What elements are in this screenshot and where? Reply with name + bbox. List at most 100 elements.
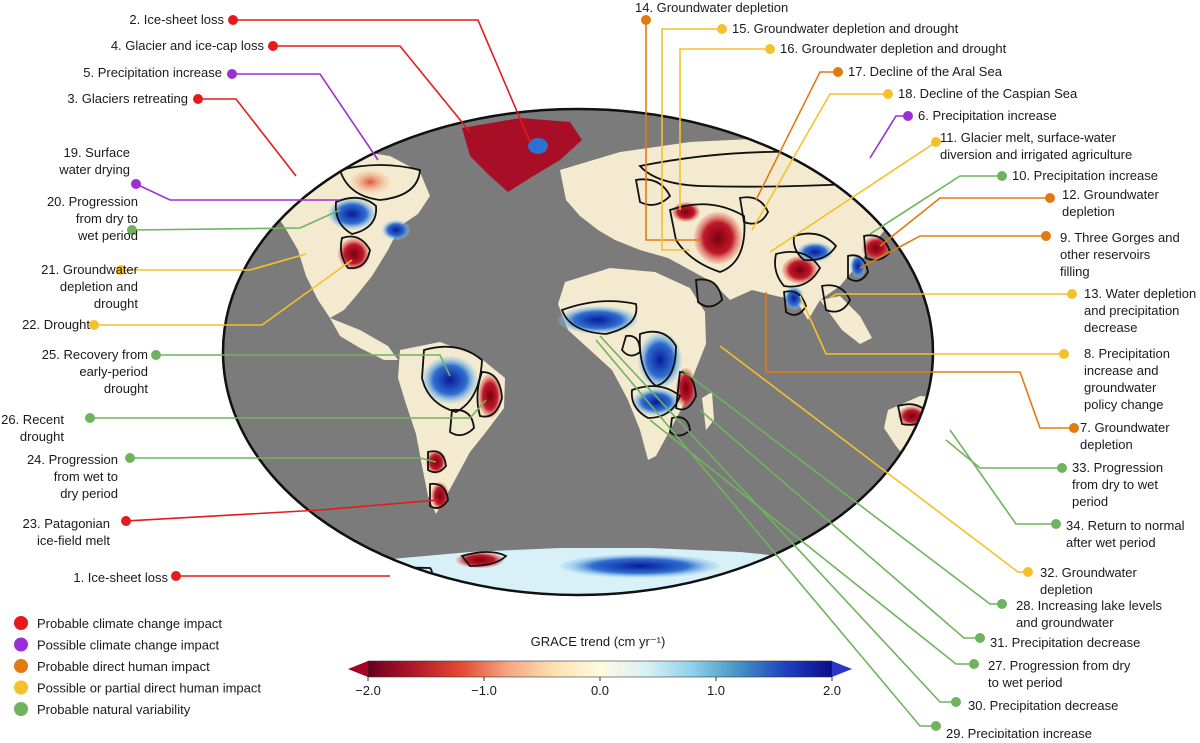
colorbar-arrow-right [832,661,852,677]
anomaly-middle-east [694,212,742,264]
leader-dot-7 [1069,423,1079,433]
annotation-line: after wet period [1066,535,1156,550]
leader-dot-28 [997,599,1007,609]
contour-caspian [738,196,769,225]
annotation-line: 17. Decline of the Aral Sea [848,64,1003,79]
annotation-label-21: 21. Groundwater depletion and drought [41,262,139,311]
legend-swatch-3 [14,680,28,695]
leader-dot-32 [1023,567,1033,577]
annotation-line: 22. Drought [22,317,90,332]
annotation-line: depletion [1062,204,1115,219]
annotation-label-11: 11. Glacier melt, surface-water diversion… [940,130,1132,162]
annotation-label-34: 34. Return to normal after wet period [1066,518,1185,550]
annotation-line: depletion [1040,582,1093,597]
annotation-line: 1. Ice-sheet loss [73,570,168,585]
leader-line-16 [679,48,770,210]
annotation-label-25: 25. Recovery from early-period drought [42,347,149,396]
contour-west-africa-inland [621,334,641,357]
annotation-line: early-period [79,364,148,379]
leader-line-2 [233,19,531,143]
leader-line-5 [232,73,379,161]
annotation-line: increase and [1084,363,1158,378]
leader-dot-31 [975,633,985,643]
annotation-line: 31. Precipitation decrease [990,635,1140,650]
leader-line-26 [90,399,487,419]
annotation-label-23: 23. Patagonian ice-field melt [23,516,111,548]
leader-line-17 [755,71,838,201]
leader-dot-4 [268,41,278,51]
contour-south-india [783,290,807,316]
annotation-line: 4. Glacier and ice-cap loss [111,38,265,53]
annotation-line: 6. Precipitation increase [918,108,1057,123]
annotation-label-15: 15. Groundwater depletion and drought [732,21,959,36]
leader-line-34 [949,429,1056,525]
leader-line-14 [645,20,700,241]
land-australia [884,396,933,474]
colorbar-tick-label: −1.0 [471,683,497,698]
annotation-label-24: 24. Progression from wet to dry period [27,452,118,501]
leader-line-3 [198,98,297,177]
leader-dot-6 [903,111,913,121]
contour-congo [630,385,682,419]
legend-label-3: Possible or partial direct human impact [37,681,261,696]
annotation-line: period [1072,494,1108,509]
annotation-label-30: 30. Precipitation decrease [968,698,1118,713]
annotation-label-27: 27. Progression from dry to wet period [988,658,1131,690]
leader-dot-30 [951,697,961,707]
colorbar-tick-label: 1.0 [707,683,725,698]
annotation-line: from dry to [76,211,138,226]
annotation-label-32: 32. Groundwater depletion [1040,565,1138,597]
contour-central-canada [334,196,377,235]
leader-dot-8 [1059,349,1069,359]
contour-southeast-asia [820,284,851,313]
contour-tibet [792,232,838,262]
annotation-label-31: 31. Precipitation decrease [990,635,1140,650]
contour-south-america-mid [449,408,475,437]
anomaly-great-lakes [382,220,410,240]
leader-line-13 [829,293,1072,299]
annotation-label-17: 17. Decline of the Aral Sea [848,64,1003,79]
land-greenland [462,118,582,192]
annotation-line: drought [94,296,138,311]
annotation-line: water drying [58,162,130,177]
leader-line-20 [131,209,341,231]
annotation-line: 11. Glacier melt, surface-water [940,130,1117,145]
contour-north-india [774,250,822,288]
annotation-line: 33. Progression [1072,460,1163,475]
annotation-label-18: 18. Decline of the Caspian Sea [898,86,1078,101]
grace-anomalies [272,138,933,586]
leader-dot-33 [1057,463,1067,473]
leader-line-25 [156,354,451,377]
contour-chile [427,450,447,474]
legend: Probable climate change impact Possible c… [14,616,261,717]
legend-swatch-1 [14,637,28,652]
leader-line-30 [599,335,956,703]
annotation-line: drought [20,429,64,444]
leader-dot-24 [125,453,135,463]
annotation-label-22: 22. Drought [22,317,90,332]
annotation-line: 16. Groundwater depletion and drought [780,41,1007,56]
contour-sahel [560,300,638,335]
annotation-line: and precipitation [1084,303,1179,318]
globe-outline [221,107,935,597]
leader-dot-16 [765,44,775,54]
anomaly-east-antarctica [560,554,720,578]
annotation-line: 27. Progression from dry [988,658,1131,673]
contour-east-africa-south [669,416,691,437]
annotation-line: ice-field melt [37,533,110,548]
contour-antarctic-peninsula [460,551,508,567]
contour-yangtze [847,254,869,282]
annotation-line: and groundwater [1016,615,1114,630]
annotation-line: 12. Groundwater [1062,187,1160,202]
leader-line-31 [699,409,980,639]
leader-dot-18 [883,89,893,99]
leader-dot-10 [997,171,1007,181]
leader-line-18 [751,93,888,231]
annotation-label-19: 19. Surface water drying [58,145,130,177]
annotation-label-7: 7. Groundwater depletion [1080,420,1170,452]
annotation-line: 7. Groundwater [1080,420,1170,435]
leader-dot-20 [127,225,137,235]
annotation-line: 5. Precipitation increase [83,65,222,80]
